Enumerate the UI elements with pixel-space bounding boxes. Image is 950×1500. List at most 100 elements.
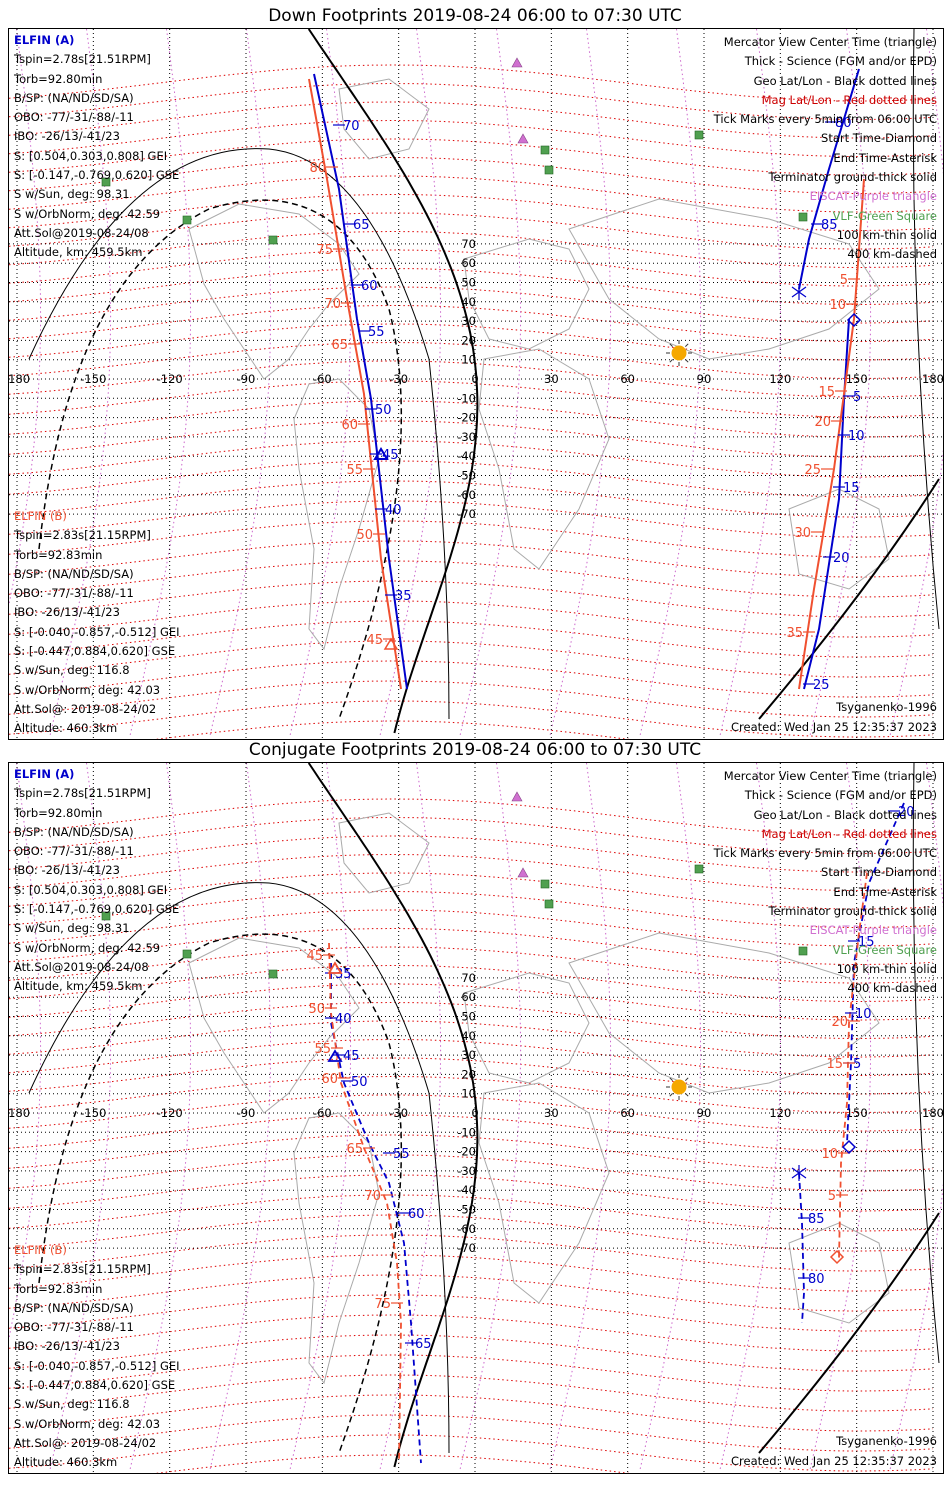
- sat-a-line: IBO: -26/13/-41/23: [14, 863, 120, 878]
- sat-a-line: Att.Sol@2019-08-24/08: [14, 959, 149, 974]
- mag-lat-line: [9, 1001, 934, 1039]
- vlf-square-icon: [101, 177, 111, 187]
- sat-b-line: S w/Sun, deg: 116.8: [14, 1397, 130, 1412]
- lon-tick-label: 150: [846, 1106, 868, 1120]
- mag-lat-line: [9, 286, 934, 324]
- sat-a-line: Att.Sol@2019-08-24/08: [14, 225, 149, 240]
- legend-item: Terminator ground-thick solid: [768, 904, 937, 919]
- sat-b-line: Att.Sol@: 2019-08-24/02: [14, 1435, 157, 1450]
- lon-tick-label: -120: [157, 372, 183, 386]
- sat-b-label: ELFIN (B): [14, 509, 67, 523]
- sat-b-label: ELFIN (B): [14, 1243, 67, 1257]
- lon-tick-label: -150: [80, 372, 106, 386]
- sat-a-tick-label: 5: [853, 1057, 861, 1072]
- sat-a-line: B/SP: (NA/ND/SD/SA): [14, 90, 134, 105]
- mag-lat-line: [9, 500, 934, 538]
- legend-item: Mercator View Center Time (triangle): [723, 769, 937, 783]
- start-diamond-icon: [829, 1249, 845, 1265]
- mag-lat-line: [9, 520, 934, 558]
- sat-a-tick-label: 60: [408, 1207, 425, 1222]
- lat-tick-label: -30: [457, 430, 476, 444]
- sat-b-info: ELFIN (B) Tspin=2.83s[21.15RPM] Torb=92.…: [14, 507, 180, 739]
- sat-b-line: B/SP: (NA/ND/SD/SA): [14, 1300, 134, 1315]
- sat-a-line: S w/OrbNorm, deg: 42.59: [14, 206, 161, 221]
- lon-tick-label: 60: [620, 372, 635, 386]
- lon-tick-label: -180: [9, 1106, 30, 1120]
- sat-a-line: Torb=92.80min: [14, 71, 103, 86]
- mag-lat-line: [9, 138, 934, 176]
- lat-tick-label: 40: [461, 295, 476, 309]
- sat-b-tick-label: 50: [356, 528, 373, 543]
- mag-lat-line: [9, 1114, 934, 1152]
- eiscat-triangle-icon: [511, 57, 523, 68]
- lat-tick-label: -20: [457, 1145, 476, 1159]
- legend-item: Thick - Science (FGM and/or EPD): [744, 54, 937, 69]
- sat-b-line: Tspin=2.83s[21.15RPM]: [14, 1262, 151, 1277]
- lon-tick-label: -150: [80, 1106, 106, 1120]
- eiscat-triangle-icon: [517, 133, 529, 144]
- legend-item: Mercator View Center Time (triangle): [723, 35, 937, 49]
- sat-a-tick-label: 50: [351, 1075, 368, 1090]
- lat-tick-label: 20: [461, 333, 476, 347]
- mag-lat-line: [9, 249, 934, 287]
- sat-a-line: Torb=92.80min: [14, 805, 103, 820]
- coastline: [338, 812, 430, 894]
- mag-lat-line: [9, 460, 934, 498]
- sat-a-tick-label: 25: [813, 678, 830, 693]
- sat-b-tick-label: 5: [828, 1189, 836, 1204]
- mag-lat-line: [9, 680, 934, 718]
- mag-lat-line: [9, 1234, 934, 1272]
- mag-lat-line: [9, 1020, 934, 1058]
- sat-a-tick-label: 5: [853, 390, 861, 405]
- sat-a-info: ELFIN (A) Tspin=2.78s[21.51RPM] Torb=92.…: [14, 31, 179, 263]
- sat-b-line: S: [-0.447,0.884,0.620] GSE: [14, 644, 176, 659]
- sat-b-tick-label: 20: [831, 1015, 848, 1030]
- sat-b-tick-label: 55: [314, 1042, 331, 1057]
- lat-tick-label: 50: [461, 1010, 476, 1024]
- mag-lat-line: [9, 835, 934, 873]
- mag-lat-line: [9, 909, 934, 947]
- mag-lat-line: [9, 853, 934, 891]
- mag-lat-line: [9, 400, 934, 438]
- sat-b-line: Torb=92.83min: [14, 1281, 103, 1296]
- sat-b-line: OBO: -77/-31/-88/-11: [14, 586, 134, 601]
- sat-a-tick-label: 80: [835, 116, 852, 131]
- sat-a-track: [846, 802, 905, 1144]
- sat-a-tick-label: 40: [335, 1012, 352, 1027]
- mag-lat-line: [9, 1434, 934, 1472]
- legend-item: Terminator ground-thick solid: [768, 170, 937, 185]
- sat-a-line: S w/OrbNorm, deg: 42.59: [14, 940, 161, 955]
- sat-a-line: S: [-0.147,-0.769,0.620] GSE: [14, 168, 180, 183]
- sat-b-track: [798, 178, 865, 690]
- sat-a-tick-label: 20: [898, 805, 915, 820]
- vlf-square-icon: [544, 165, 554, 175]
- mag-lat-line: [9, 420, 934, 458]
- lon-tick-label: 0: [471, 1106, 478, 1120]
- mag-lat-line: [9, 946, 934, 984]
- lon-tick-label: 180: [922, 372, 943, 386]
- legend-item: End Time-Asterisk: [833, 884, 937, 899]
- coastline: [293, 378, 380, 651]
- center-time-triangle-icon: [327, 961, 343, 974]
- sat-b-tick-label: 65: [346, 1142, 363, 1157]
- mag-lat-line: [9, 101, 934, 139]
- mag-lat-line: [9, 156, 934, 194]
- sat-a-tick-label: 55: [393, 1147, 410, 1162]
- vlf-square-icon: [694, 130, 704, 140]
- altitude-100km-line: [912, 763, 940, 1364]
- mag-lat-line: [9, 64, 934, 102]
- lat-tick-label: 20: [461, 1067, 476, 1081]
- mag-lat-line: [9, 480, 934, 518]
- mag-lon-line: [639, 29, 702, 738]
- sat-a-line: OBO: -77/-31/-88/-11: [14, 110, 134, 125]
- sat-b-line: S w/OrbNorm, deg: 42.03: [14, 1416, 161, 1431]
- panel-title-conjugate: Conjugate Footprints 2019-08-24 06:00 to…: [248, 740, 702, 760]
- start-diamond-icon: [846, 312, 862, 328]
- created-label: Created: Wed Jan 25 12:35:37 2023: [730, 719, 937, 734]
- sat-a-tick-label: 15: [843, 481, 860, 496]
- vlf-square-icon: [540, 145, 550, 155]
- lon-tick-label: 0: [471, 372, 478, 386]
- sat-a-line: Altitude, km: 459.5km: [14, 245, 143, 260]
- vlf-square-icon: [182, 215, 192, 225]
- sat-b-line: B/SP: (NA/ND/SD/SA): [14, 566, 134, 581]
